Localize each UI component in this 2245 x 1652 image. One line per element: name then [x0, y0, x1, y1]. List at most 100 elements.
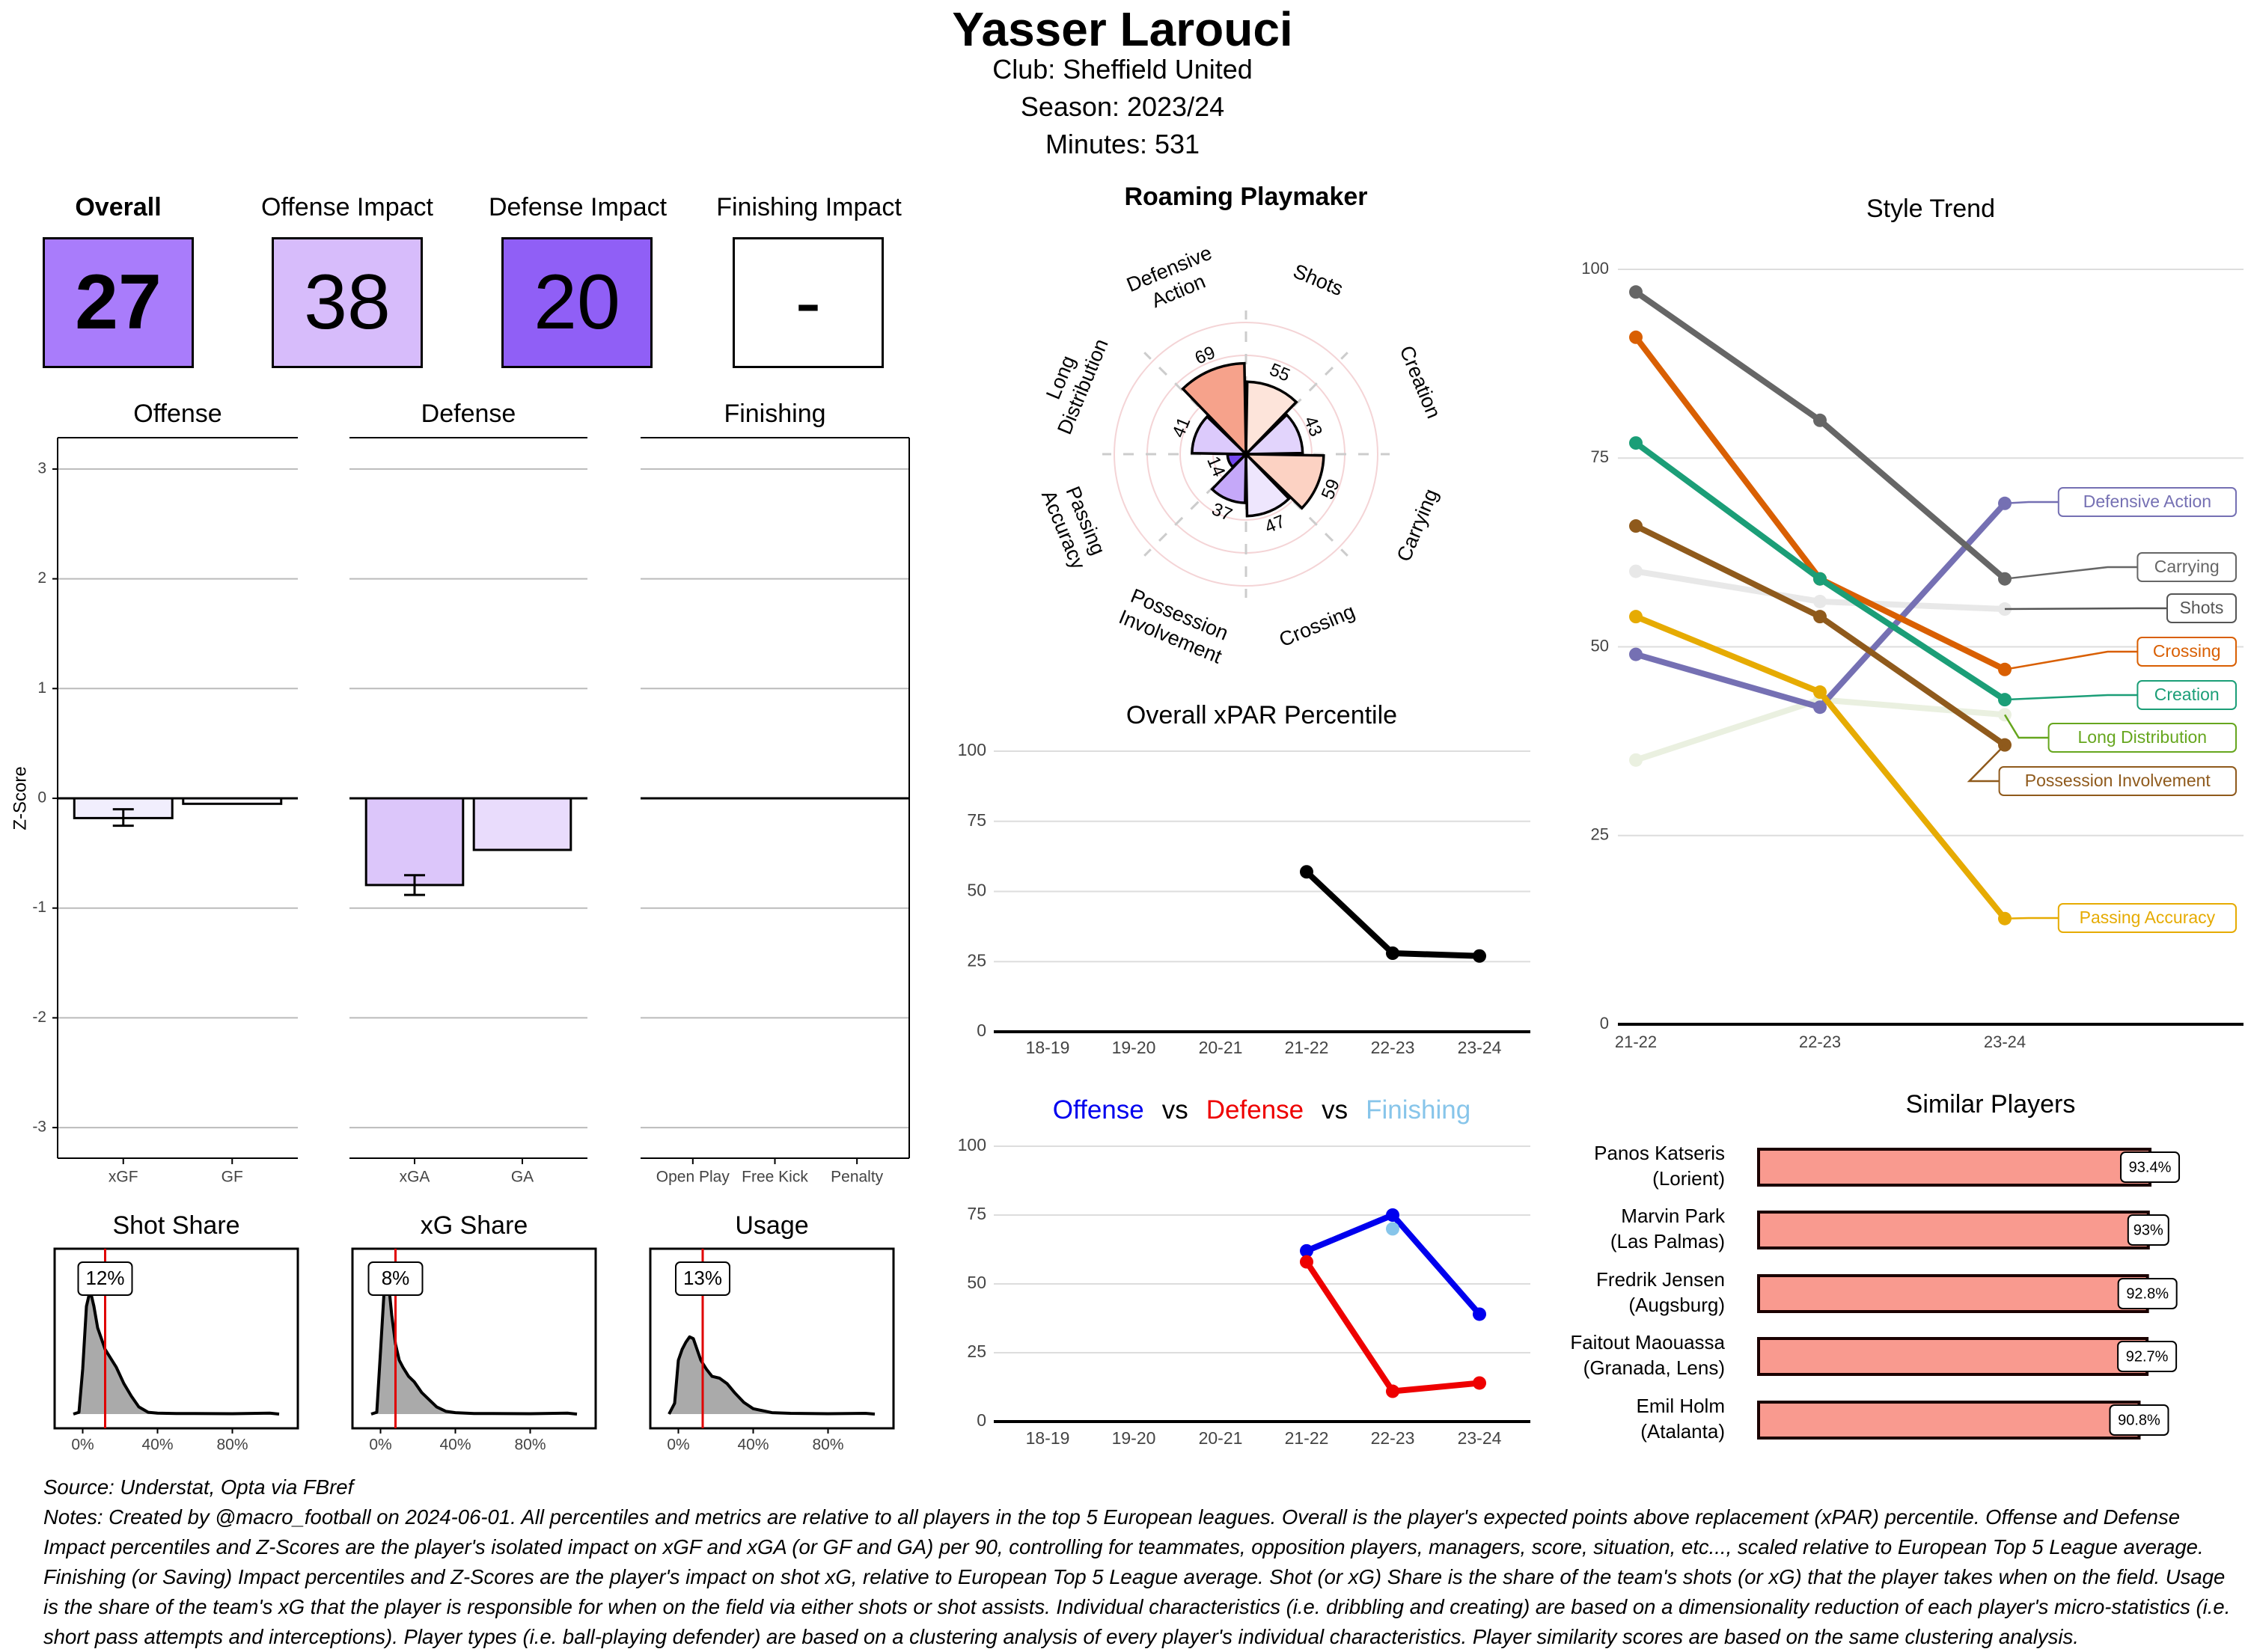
series-label: Passing Accuracy — [2080, 908, 2216, 927]
similarity-label-box — [2117, 1341, 2178, 1372]
x-tick-label: xGF — [109, 1169, 138, 1186]
player-club: (Granada, Lens) — [1583, 1356, 1725, 1379]
value-label: 12% — [85, 1267, 124, 1289]
player-name-title: Yasser Larouci — [952, 2, 1293, 56]
series-crossing — [1629, 330, 2012, 676]
y-tick-label: 0 — [1600, 1014, 1609, 1032]
zscore-panel-defense: Defense xGA GA — [349, 400, 587, 1186]
zscore-panel-offense: Offense xGF GF — [57, 400, 298, 1186]
label-connector — [1967, 744, 2006, 783]
y-tick-label: 100 — [958, 740, 986, 759]
x-tick-label: 22-23 — [1371, 1038, 1415, 1057]
radar-value-label: 47 — [1262, 511, 1288, 537]
similar-player-row: Panos Katseris (Lorient) 93.4% — [1594, 1142, 2181, 1190]
radar-category-label: DefensiveAction — [1123, 242, 1224, 319]
radar-label-line: Creation — [1395, 343, 1445, 422]
panel-title: Defense — [421, 400, 516, 428]
y-axis-label: Z-Score — [10, 766, 30, 830]
series-creation — [1629, 436, 2012, 707]
title-part-vs: vs — [1162, 1095, 1188, 1125]
label-box — [1998, 766, 2238, 796]
data-point — [1473, 1307, 1486, 1321]
similarity-bar — [1757, 1337, 2149, 1376]
y-tick-label: 75 — [967, 1204, 986, 1223]
similarity-bar — [1757, 1148, 2152, 1187]
data-point — [1813, 610, 1827, 624]
series-defense — [1300, 1255, 1486, 1398]
series-passing-accuracy — [1629, 610, 2012, 926]
defense-impact-label: Defense Impact — [488, 193, 668, 221]
label-defensive-action: Defensive Action — [2004, 487, 2238, 517]
x-tick-label: 0% — [667, 1437, 689, 1454]
x-tick-label: Open Play — [656, 1169, 730, 1186]
chart-title: Overall xPAR Percentile — [1126, 701, 1397, 729]
data-point — [1386, 1222, 1399, 1236]
label-connector — [2004, 566, 2138, 580]
label-connector — [2004, 607, 2167, 611]
chart-title: Style Trend — [1866, 195, 1995, 223]
label-box — [2136, 637, 2237, 667]
panel-title: xG Share — [421, 1211, 528, 1240]
similarity-label-box — [2120, 1151, 2181, 1183]
data-point — [1629, 647, 1643, 661]
label-carrying: Carrying — [2004, 552, 2237, 582]
y-tick-label: 0 — [977, 1021, 986, 1040]
offense-impact-label: Offense Impact — [261, 193, 433, 221]
radar-category-label: LongDistribution — [1031, 326, 1113, 438]
y-tick-label: 75 — [967, 810, 986, 830]
label-long-distribution: Long Distribution — [2003, 714, 2238, 753]
label-box — [2057, 903, 2238, 933]
radar-label-line: Crossing — [1276, 600, 1358, 651]
player-club: (Augsburg) — [1628, 1294, 1725, 1316]
x-tick-label: 40% — [439, 1437, 471, 1454]
data-point — [1813, 700, 1827, 715]
similar-player-row: Marvin Park (Las Palmas) 93% — [1610, 1205, 2169, 1252]
radar-value-label: 37 — [1209, 499, 1235, 525]
radar-wedge-possession-involvement — [1210, 450, 1247, 504]
minutes-line: Minutes: 531 — [1045, 129, 1200, 159]
x-tick-label: 80% — [216, 1437, 248, 1454]
data-point — [1300, 1255, 1313, 1269]
panel-border — [53, 1247, 299, 1430]
y-tick-label: 25 — [967, 950, 986, 970]
radar-value-label: 69 — [1192, 343, 1218, 369]
x-tick-label: 80% — [812, 1437, 843, 1454]
x-tick-label: 40% — [141, 1437, 173, 1454]
x-tick-label: 18-19 — [1026, 1428, 1070, 1448]
x-tick-label: 80% — [514, 1437, 546, 1454]
similarity-label: 93.4% — [2129, 1159, 2172, 1175]
share-panel-xg-share: xG Share 8% 0% 40% 80% — [351, 1211, 597, 1454]
radar-wedge-long-distribution — [1191, 414, 1250, 456]
player-name: Fredrik Jensen — [1596, 1268, 1725, 1291]
x-tick-label: Penalty — [831, 1169, 884, 1186]
x-tick-label: 0% — [71, 1437, 94, 1454]
data-point — [1629, 753, 1643, 767]
offense-defense-finishing-chart: 0 25 50 75 100 18-19 19-20 20-21 21-22 22-23 23-24… — [958, 1095, 1530, 1448]
y-tick-label: 75 — [1591, 447, 1609, 466]
player-name: Marvin Park — [1621, 1205, 1726, 1227]
value-label-box — [675, 1261, 730, 1296]
x-tick-label: 19-20 — [1112, 1428, 1156, 1448]
player-club: (Atalanta) — [1640, 1420, 1725, 1443]
series-line — [1634, 440, 2007, 703]
data-point — [1629, 519, 1643, 533]
radar-label-line: Carrying — [1393, 486, 1443, 565]
radar-category-label: Carrying — [1393, 486, 1443, 565]
similarity-bar — [1757, 1274, 2149, 1313]
similarity-label-box — [2127, 1214, 2169, 1246]
similar-player-row: Fredrik Jensen (Augsburg) 92.8% — [1596, 1268, 2178, 1316]
radar-label-line: Shots — [1290, 260, 1346, 300]
data-point — [1813, 685, 1827, 700]
radar-wedge-carrying — [1242, 453, 1325, 510]
density-area — [669, 1336, 875, 1414]
y-tick-label: 50 — [967, 881, 986, 900]
season-line: Season: 2023/24 — [1020, 91, 1225, 122]
finishing-impact-card: - — [733, 237, 884, 368]
y-tick-label: 100 — [958, 1135, 986, 1154]
defense-impact-card: 20 — [501, 237, 653, 368]
value-label-box — [77, 1261, 133, 1296]
x-tick-label: GF — [222, 1169, 243, 1186]
offense-impact-card: 38 — [272, 237, 423, 368]
radar-category-label: Shots — [1290, 260, 1346, 300]
y-tick-label: -1 — [32, 899, 46, 916]
